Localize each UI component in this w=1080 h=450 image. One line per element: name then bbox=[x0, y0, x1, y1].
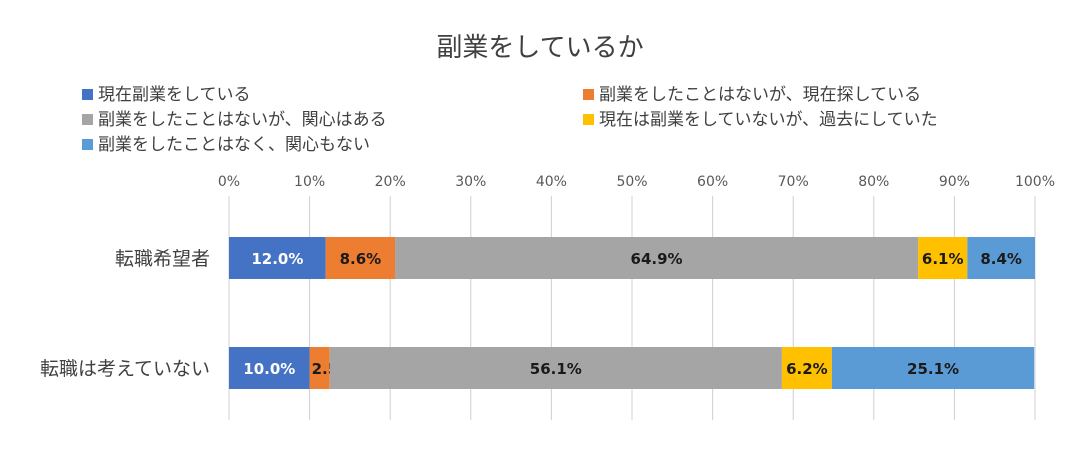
legend-label: 副業をしたことはなく、関心もない bbox=[98, 135, 370, 155]
bar-segment bbox=[918, 237, 968, 279]
data-label: 56.1% bbox=[530, 360, 582, 378]
bar-segment bbox=[967, 237, 1035, 279]
bar-segment bbox=[831, 347, 1035, 389]
data-label: 8.4% bbox=[980, 250, 1022, 268]
data-label: 64.9% bbox=[631, 250, 683, 268]
legend-label: 副業をしたことはないが、関心はある bbox=[98, 110, 387, 130]
data-label: 12.0% bbox=[251, 250, 303, 268]
legend-swatch bbox=[583, 89, 594, 100]
data-label: 6.1% bbox=[922, 250, 964, 268]
legend-swatch bbox=[82, 89, 93, 100]
x-tick-label: 80% bbox=[858, 174, 889, 190]
bar-segment bbox=[781, 347, 832, 389]
bar-segment bbox=[395, 237, 919, 279]
legend-label: 現在は副業をしていないが、過去にしていた bbox=[599, 110, 938, 130]
data-label: 8.6% bbox=[340, 250, 382, 268]
x-axis-ticks: 0% 10% 20% 30% 40% 50% 60% 70% 80% 90% 100% bbox=[218, 174, 1055, 190]
x-tick-label: 90% bbox=[939, 174, 970, 190]
data-label: 10.0% bbox=[243, 360, 295, 378]
legend-swatch bbox=[82, 114, 93, 125]
x-tick-label: 40% bbox=[536, 174, 567, 190]
x-tick-label: 20% bbox=[375, 174, 406, 190]
bar-segment bbox=[229, 237, 326, 279]
bars: 12.0%8.6%64.9%6.1%8.4%10.0%2.5%56.1%6.2%… bbox=[229, 237, 1035, 389]
bar-segment bbox=[329, 347, 782, 389]
bar-segment bbox=[325, 237, 396, 279]
x-tick-label: 100% bbox=[1015, 174, 1055, 190]
category-label: 転職希望者 bbox=[115, 248, 210, 270]
legend: 現在副業をしている 副業をしたことはないが、現在探している副業をしたことはないが、… bbox=[82, 85, 938, 155]
category-label: 転職は考えていない bbox=[40, 358, 210, 380]
legend-label: 現在副業をしている bbox=[98, 85, 251, 105]
x-tick-label: 30% bbox=[455, 174, 486, 190]
x-tick-label: 70% bbox=[778, 174, 809, 190]
x-tick-label: 10% bbox=[294, 174, 325, 190]
x-tick-label: 0% bbox=[218, 174, 240, 190]
bar-segment bbox=[229, 347, 310, 389]
data-label: 25.1% bbox=[907, 360, 959, 378]
x-tick-label: 60% bbox=[697, 174, 728, 190]
data-label: 6.2% bbox=[786, 360, 828, 378]
legend-swatch bbox=[583, 114, 594, 125]
legend-label: 副業をしたことはないが、現在探している bbox=[599, 85, 921, 105]
chart-title: 副業をしているか bbox=[436, 33, 643, 63]
x-tick-label: 50% bbox=[616, 174, 647, 190]
bar-segment bbox=[309, 347, 330, 389]
legend-swatch bbox=[82, 139, 93, 150]
